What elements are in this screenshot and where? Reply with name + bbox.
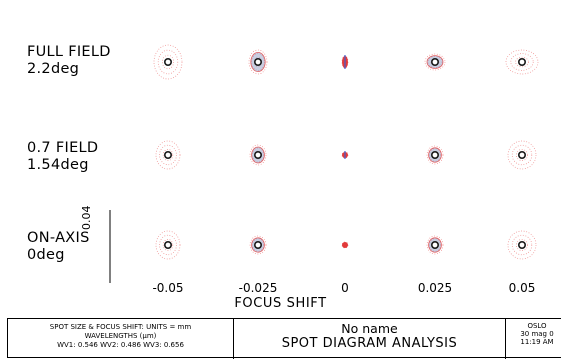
date-text: 30 mag 0 (520, 330, 554, 338)
title-cell: No name SPOT DIAGRAM ANALYSIS (234, 319, 506, 359)
program-cell: OSLO 30 mag 0 11:19 AM (506, 319, 561, 359)
row-label-on-axis: ON-AXIS 0deg (27, 230, 90, 264)
spot-grid (109, 44, 539, 283)
row-label-angle: 2.2deg (27, 61, 80, 77)
row-label-07-field: 0.7 FIELD 1.54deg (27, 140, 98, 174)
spot-diagram (507, 230, 537, 260)
spot-diagram (249, 235, 267, 255)
units-cell: SPOT SIZE & FOCUS SHIFT: UNITS = mm WAVE… (8, 319, 234, 359)
scale-bar-label: 0.04 (80, 205, 93, 231)
focus-tick-label: -0.025 (238, 281, 278, 295)
spot-diagram (155, 230, 181, 260)
time-text: 11:19 AM (520, 338, 554, 346)
spot-diagram (155, 140, 181, 170)
spot-diagram (426, 145, 444, 165)
focus-tick-label: 0.05 (508, 281, 536, 295)
spot-diagram (507, 140, 537, 170)
spot-diagram (505, 49, 539, 75)
spot-diagram (248, 49, 268, 75)
title-block: SPOT SIZE & FOCUS SHIFT: UNITS = mm WAVE… (7, 318, 561, 359)
spot-diagram (341, 151, 349, 159)
axis-title: FOCUS SHIFT (234, 296, 327, 311)
focus-tick-label: -0.05 (152, 281, 184, 295)
spot-diagram (341, 241, 349, 249)
program-name: OSLO (527, 322, 547, 330)
row-label-title: ON-AXIS (27, 230, 90, 246)
spot-diagram (249, 144, 267, 166)
spot-diagram (424, 53, 446, 71)
spot-diagram (426, 235, 444, 255)
focus-tick-label: 0.025 (417, 281, 453, 295)
wavelengths-values: WV1: 0.546 WV2: 0.486 WV3: 0.656 (57, 341, 184, 349)
wavelengths-title: WAVELENGTHS (μm) (84, 332, 157, 340)
units-text: SPOT SIZE & FOCUS SHIFT: UNITS = mm (49, 323, 192, 331)
row-label-angle: 0deg (27, 247, 65, 263)
row-label-title: FULL FIELD (27, 44, 111, 60)
spot-diagram (153, 44, 183, 80)
focus-tick-label: 0 (341, 281, 349, 295)
analysis-title: SPOT DIAGRAM ANALYSIS (281, 336, 458, 351)
spot-diagram (341, 55, 349, 69)
lens-name: No name (341, 321, 398, 336)
row-label-angle: 1.54deg (27, 157, 89, 173)
row-label-full-field: FULL FIELD 2.2deg (27, 44, 111, 78)
row-label-title: 0.7 FIELD (27, 140, 99, 156)
